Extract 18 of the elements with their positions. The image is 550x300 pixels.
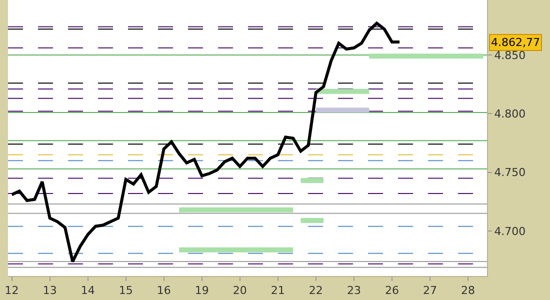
y-tick-label: 4.750: [494, 166, 526, 180]
x-tick-label: 16: [156, 284, 171, 298]
x-tick-label: 23: [346, 284, 361, 298]
x-tick-label: 26: [384, 284, 399, 298]
x-tick-label: 20: [232, 284, 247, 298]
x-tick-label: 28: [460, 284, 475, 298]
x-tick-label: 13: [42, 284, 57, 298]
x-tick-label: 14: [80, 284, 95, 298]
x-tick-label: 12: [4, 284, 19, 298]
x-tick-label: 22: [308, 284, 323, 298]
x-tick-label: 19: [194, 284, 209, 298]
x-tick-label: 15: [118, 284, 133, 298]
y-tick-label: 4.850: [494, 48, 526, 62]
x-tick-label: 27: [422, 284, 437, 298]
y-tick-label: 4.700: [494, 224, 526, 238]
text: 4.862,77: [491, 36, 540, 49]
x-tick-label: 21: [270, 284, 285, 298]
y-tick-label: 4.800: [494, 107, 526, 120]
